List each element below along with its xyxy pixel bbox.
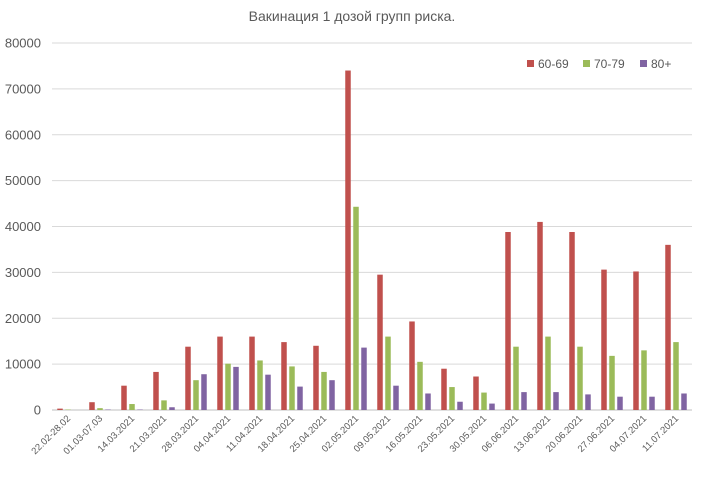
bar [473,376,479,410]
legend-swatch [583,60,590,67]
bar [641,350,647,410]
bar [569,232,575,410]
y-tick-label: 60000 [5,127,41,142]
bar [633,271,639,410]
bar [505,232,511,410]
bar [577,346,583,410]
bar [225,363,231,410]
bar [121,385,127,410]
bar [321,371,327,410]
y-tick-label: 0 [34,403,41,418]
bar [281,342,287,410]
series-60-69 [57,70,671,411]
y-tick-label: 80000 [5,36,41,51]
legend-item: 70-79 [583,57,625,71]
chart-title: Вакинация 1 дозой групп риска. [249,8,456,24]
legend-label: 80+ [651,57,671,71]
bar [329,380,335,410]
y-tick-label: 40000 [5,219,41,234]
legend-item: 80+ [640,57,671,71]
bar [609,355,615,410]
bar [289,366,295,410]
y-tick-label: 50000 [5,173,41,188]
bar [521,392,527,410]
bar [89,402,95,410]
y-tick-label: 20000 [5,311,41,326]
bar [353,206,359,410]
bar [489,403,495,410]
bar [265,374,271,410]
bar [217,336,223,410]
bar [313,345,319,410]
bar [161,400,167,410]
legend: 60-69 70-79 80+ [527,57,671,71]
bar [257,360,263,410]
bar [153,371,159,410]
bar [361,347,367,410]
bar [601,269,607,410]
bar [665,244,671,410]
bar [297,386,303,410]
bar [169,407,175,410]
bar [481,392,487,410]
bar [185,346,191,410]
bar [441,368,447,410]
bar [417,361,423,410]
bar [193,380,199,410]
bar [545,336,551,410]
bar [345,70,351,411]
series-80+ [105,347,687,410]
legend-swatch [527,60,534,67]
bar [449,387,455,410]
legend-swatch [640,60,647,67]
bar [513,346,519,410]
legend-label: 70-79 [594,57,625,71]
bar [201,374,207,410]
gridlines [52,42,692,411]
y-tick-label: 30000 [5,265,41,280]
bar [617,396,623,410]
legend-item: 60-69 [527,57,569,71]
bar [457,401,463,410]
y-axis-tick-labels: 0 10000 20000 30000 40000 50000 60000 70000 8000… [5,36,41,418]
bar [129,404,135,410]
bar [377,274,383,410]
y-tick-label: 10000 [5,357,41,372]
bar [409,321,415,410]
series-70-79 [65,206,679,410]
bar [97,408,103,410]
bar [385,336,391,410]
bars [57,70,687,411]
bar [537,221,543,410]
bar [649,396,655,410]
bar [249,336,255,410]
bar [553,392,559,410]
bar [425,393,431,410]
bar [57,408,63,410]
bar [585,394,591,410]
bar [681,393,687,410]
x-axis-tick-labels: 22.02-28.0201.03-07.0314.03.202121.03.20… [29,413,681,457]
y-tick-label: 70000 [5,81,41,96]
bar [233,366,239,410]
bar [393,385,399,410]
legend-label: 60-69 [538,57,569,71]
bar [673,342,679,410]
